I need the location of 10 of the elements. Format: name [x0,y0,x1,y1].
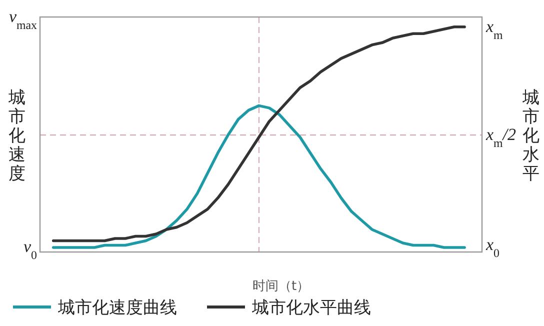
x-axis-title: 时间（t） [252,279,310,294]
legend-label: 城市化速度曲线 [57,298,177,318]
text: v$_{max}$ [8,7,38,32]
text: v$_{0}$ [24,237,38,262]
text: x$_{0}$ [485,235,500,260]
text: x$_{m}$/2 [485,124,517,150]
y-axis-title: 城市化速度 [8,88,26,184]
y2-axis-title: 城市化水平 [522,88,540,184]
legend-label: 城市化水平曲线 [251,298,371,318]
text: x$_{m}$ [485,16,504,42]
